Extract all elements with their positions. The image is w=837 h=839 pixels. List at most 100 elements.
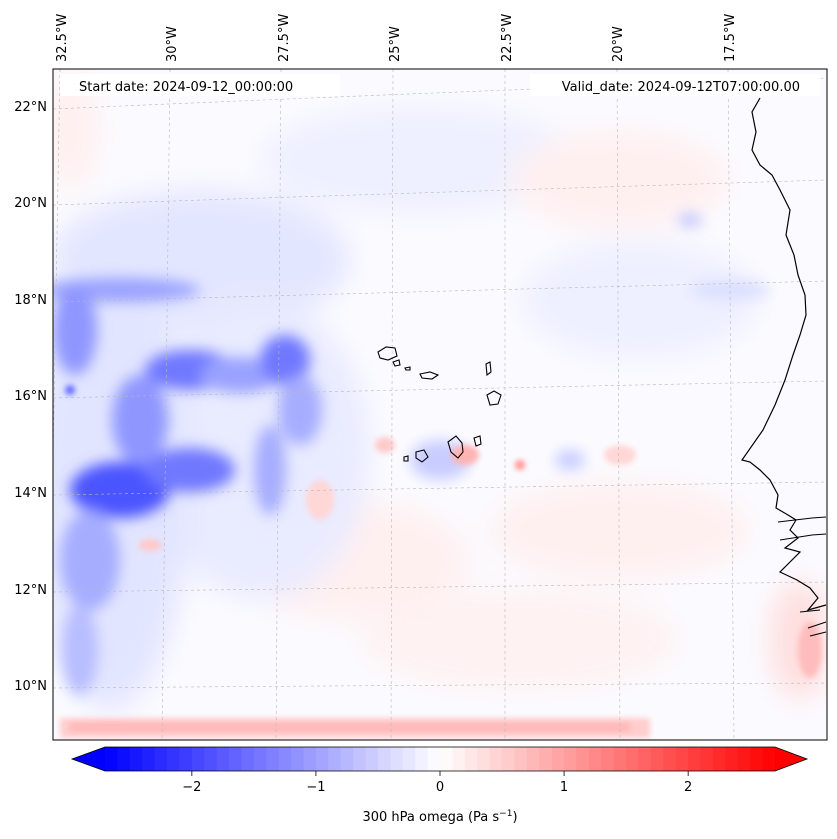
- colorbar-swatch: [216, 747, 230, 771]
- lon-label: 30°W: [165, 26, 180, 62]
- valid-date-label: Valid_date: 2024-09-12T07:00:00.00: [562, 80, 800, 95]
- colorbar-swatch: [712, 747, 726, 771]
- colorbar-tick-label: 0: [436, 780, 444, 795]
- colorbar-swatches: [105, 747, 776, 771]
- colorbar-swatch: [489, 747, 503, 771]
- colorbar-tick-label: −1: [306, 780, 325, 795]
- africa-coastline: [741, 97, 827, 612]
- colorbar-swatch: [725, 747, 739, 771]
- colorbar-swatch: [564, 747, 578, 771]
- colorbar-swatch: [167, 747, 181, 771]
- colorbar-swatch: [526, 747, 540, 771]
- colorbar-swatch: [377, 747, 391, 771]
- start-date-box: [60, 74, 340, 96]
- colorbar-swatch: [191, 747, 205, 771]
- lat-label: 22°N: [14, 100, 47, 115]
- colorbar-tick-label: 1: [560, 780, 568, 795]
- omega-descent: [65, 385, 822, 678]
- island-fogo: [415, 449, 429, 463]
- colorbar-swatch: [340, 747, 354, 771]
- colorbar-tick-label: −2: [182, 780, 201, 795]
- colorbar-title: 300 hPa omega (Pa s−1): [362, 809, 517, 825]
- colorbar-swatch: [514, 747, 528, 771]
- omega-field: [53, 69, 827, 740]
- colorbar-swatch: [229, 747, 243, 771]
- colorbar-swatch: [762, 747, 776, 771]
- latitude-labels: 22°N 20°N 18°N 16°N 14°N 12°N 10°N: [14, 100, 47, 694]
- colorbar-swatch: [688, 747, 702, 771]
- colorbar-swatch: [105, 747, 119, 771]
- colorbar-swatch: [129, 747, 143, 771]
- colorbar-swatch: [315, 747, 329, 771]
- lat-label: 20°N: [14, 196, 47, 211]
- colorbar-title-sup: −1: [499, 809, 512, 819]
- island-boa-vista: [486, 390, 502, 406]
- colorbar-swatch: [427, 747, 441, 771]
- colorbar-swatch: [539, 747, 553, 771]
- colorbar-swatch: [253, 747, 267, 771]
- lon-label: 17.5°W: [723, 14, 738, 62]
- colorbar: −2 −1 0 1 2 300 hPa omega (Pa s−1): [70, 746, 809, 825]
- colorbar-extend-low: [72, 747, 105, 771]
- lon-label: 25°W: [388, 26, 403, 62]
- lat-label: 14°N: [14, 486, 47, 501]
- colorbar-swatch: [291, 747, 305, 771]
- colorbar-swatch: [328, 747, 342, 771]
- island-santo-antao: [377, 346, 398, 361]
- colorbar-outline: [70, 746, 809, 772]
- colorbar-swatch: [452, 747, 466, 771]
- colorbar-swatch: [613, 747, 627, 771]
- colorbar-swatch: [464, 747, 478, 771]
- omega-boundary-band: [60, 718, 650, 738]
- cape-verde-islands: [377, 346, 502, 463]
- longitude-labels: 32.5°W 30°W 27.5°W 25°W 22.5°W 20°W 17.5…: [55, 14, 738, 62]
- colorbar-swatch: [588, 747, 602, 771]
- colorbar-swatch: [303, 747, 317, 771]
- colorbar-swatch: [638, 747, 652, 771]
- colorbar-swatch: [365, 747, 379, 771]
- island-maio: [473, 435, 482, 447]
- lat-label: 18°N: [14, 293, 47, 308]
- colorbar-swatch: [179, 747, 193, 771]
- colorbar-swatch: [204, 747, 218, 771]
- colorbar-swatch: [750, 747, 764, 771]
- island-sal: [485, 361, 492, 377]
- colorbar-extend-high: [775, 747, 807, 771]
- colorbar-swatch: [241, 747, 255, 771]
- colorbar-swatch: [402, 747, 416, 771]
- valid-date-box: [530, 74, 820, 96]
- island-brava: [403, 455, 409, 462]
- island-santiago: [447, 435, 464, 459]
- start-date-label: Start date: 2024-09-12_00:00:00: [79, 80, 293, 95]
- colorbar-swatch: [700, 747, 714, 771]
- lat-label: 12°N: [14, 583, 47, 598]
- colorbar-swatch: [154, 747, 168, 771]
- colorbar-tick-label: 2: [684, 780, 692, 795]
- africa-coast-detail: [777, 516, 827, 637]
- colorbar-swatch: [117, 747, 131, 771]
- colorbar-swatch: [551, 747, 565, 771]
- lon-label: 20°W: [611, 26, 626, 62]
- colorbar-ticks: −2 −1 0 1 2: [182, 771, 692, 795]
- lon-label: 22.5°W: [500, 14, 515, 62]
- colorbar-swatch: [415, 747, 429, 771]
- colorbar-title-end: ): [512, 810, 517, 825]
- colorbar-swatch: [663, 747, 677, 771]
- colorbar-swatch: [353, 747, 367, 771]
- colorbar-swatch: [266, 747, 280, 771]
- colorbar-swatch: [576, 747, 590, 771]
- colorbar-swatch: [626, 747, 640, 771]
- island-santa-luzia: [404, 366, 411, 371]
- map-frame: [52, 68, 828, 741]
- lat-label: 10°N: [14, 679, 47, 694]
- lat-label: 16°N: [14, 389, 47, 404]
- colorbar-swatch: [477, 747, 491, 771]
- colorbar-swatch: [601, 747, 615, 771]
- colorbar-swatch: [278, 747, 292, 771]
- colorbar-swatch: [390, 747, 404, 771]
- colorbar-swatch: [650, 747, 664, 771]
- graticule: [53, 69, 827, 740]
- colorbar-swatch: [440, 747, 454, 771]
- lon-label: 27.5°W: [277, 14, 292, 62]
